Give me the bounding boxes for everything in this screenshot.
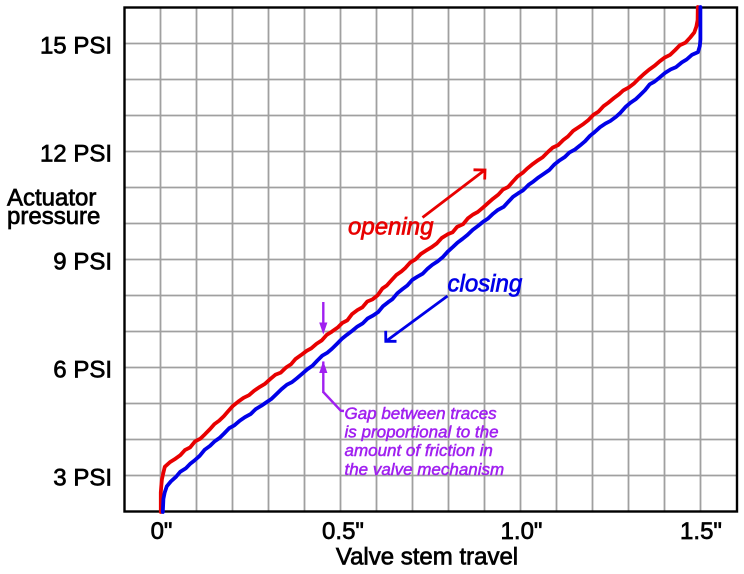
svg-text:the valve mechanism: the valve mechanism <box>345 460 505 479</box>
svg-text:Gap between traces: Gap between traces <box>345 404 498 423</box>
svg-text:closing: closing <box>448 271 523 298</box>
svg-text:1.5": 1.5" <box>680 518 722 545</box>
svg-text:is proportional to the: is proportional to the <box>345 423 499 442</box>
svg-text:6 PSI: 6 PSI <box>53 357 112 384</box>
svg-text:15 PSI: 15 PSI <box>40 33 112 60</box>
svg-text:0.5": 0.5" <box>322 518 364 545</box>
svg-text:12 PSI: 12 PSI <box>40 141 112 168</box>
svg-text:Actuator: Actuator <box>7 185 96 212</box>
svg-text:amount of friction in: amount of friction in <box>345 441 493 460</box>
svg-text:opening: opening <box>348 214 434 241</box>
svg-text:3 PSI: 3 PSI <box>53 465 112 492</box>
svg-text:pressure: pressure <box>7 203 100 230</box>
svg-text:Valve stem travel: Valve stem travel <box>336 544 518 571</box>
svg-text:9 PSI: 9 PSI <box>53 249 112 276</box>
svg-text:0": 0" <box>151 518 173 545</box>
svg-text:1.0": 1.0" <box>501 518 543 545</box>
